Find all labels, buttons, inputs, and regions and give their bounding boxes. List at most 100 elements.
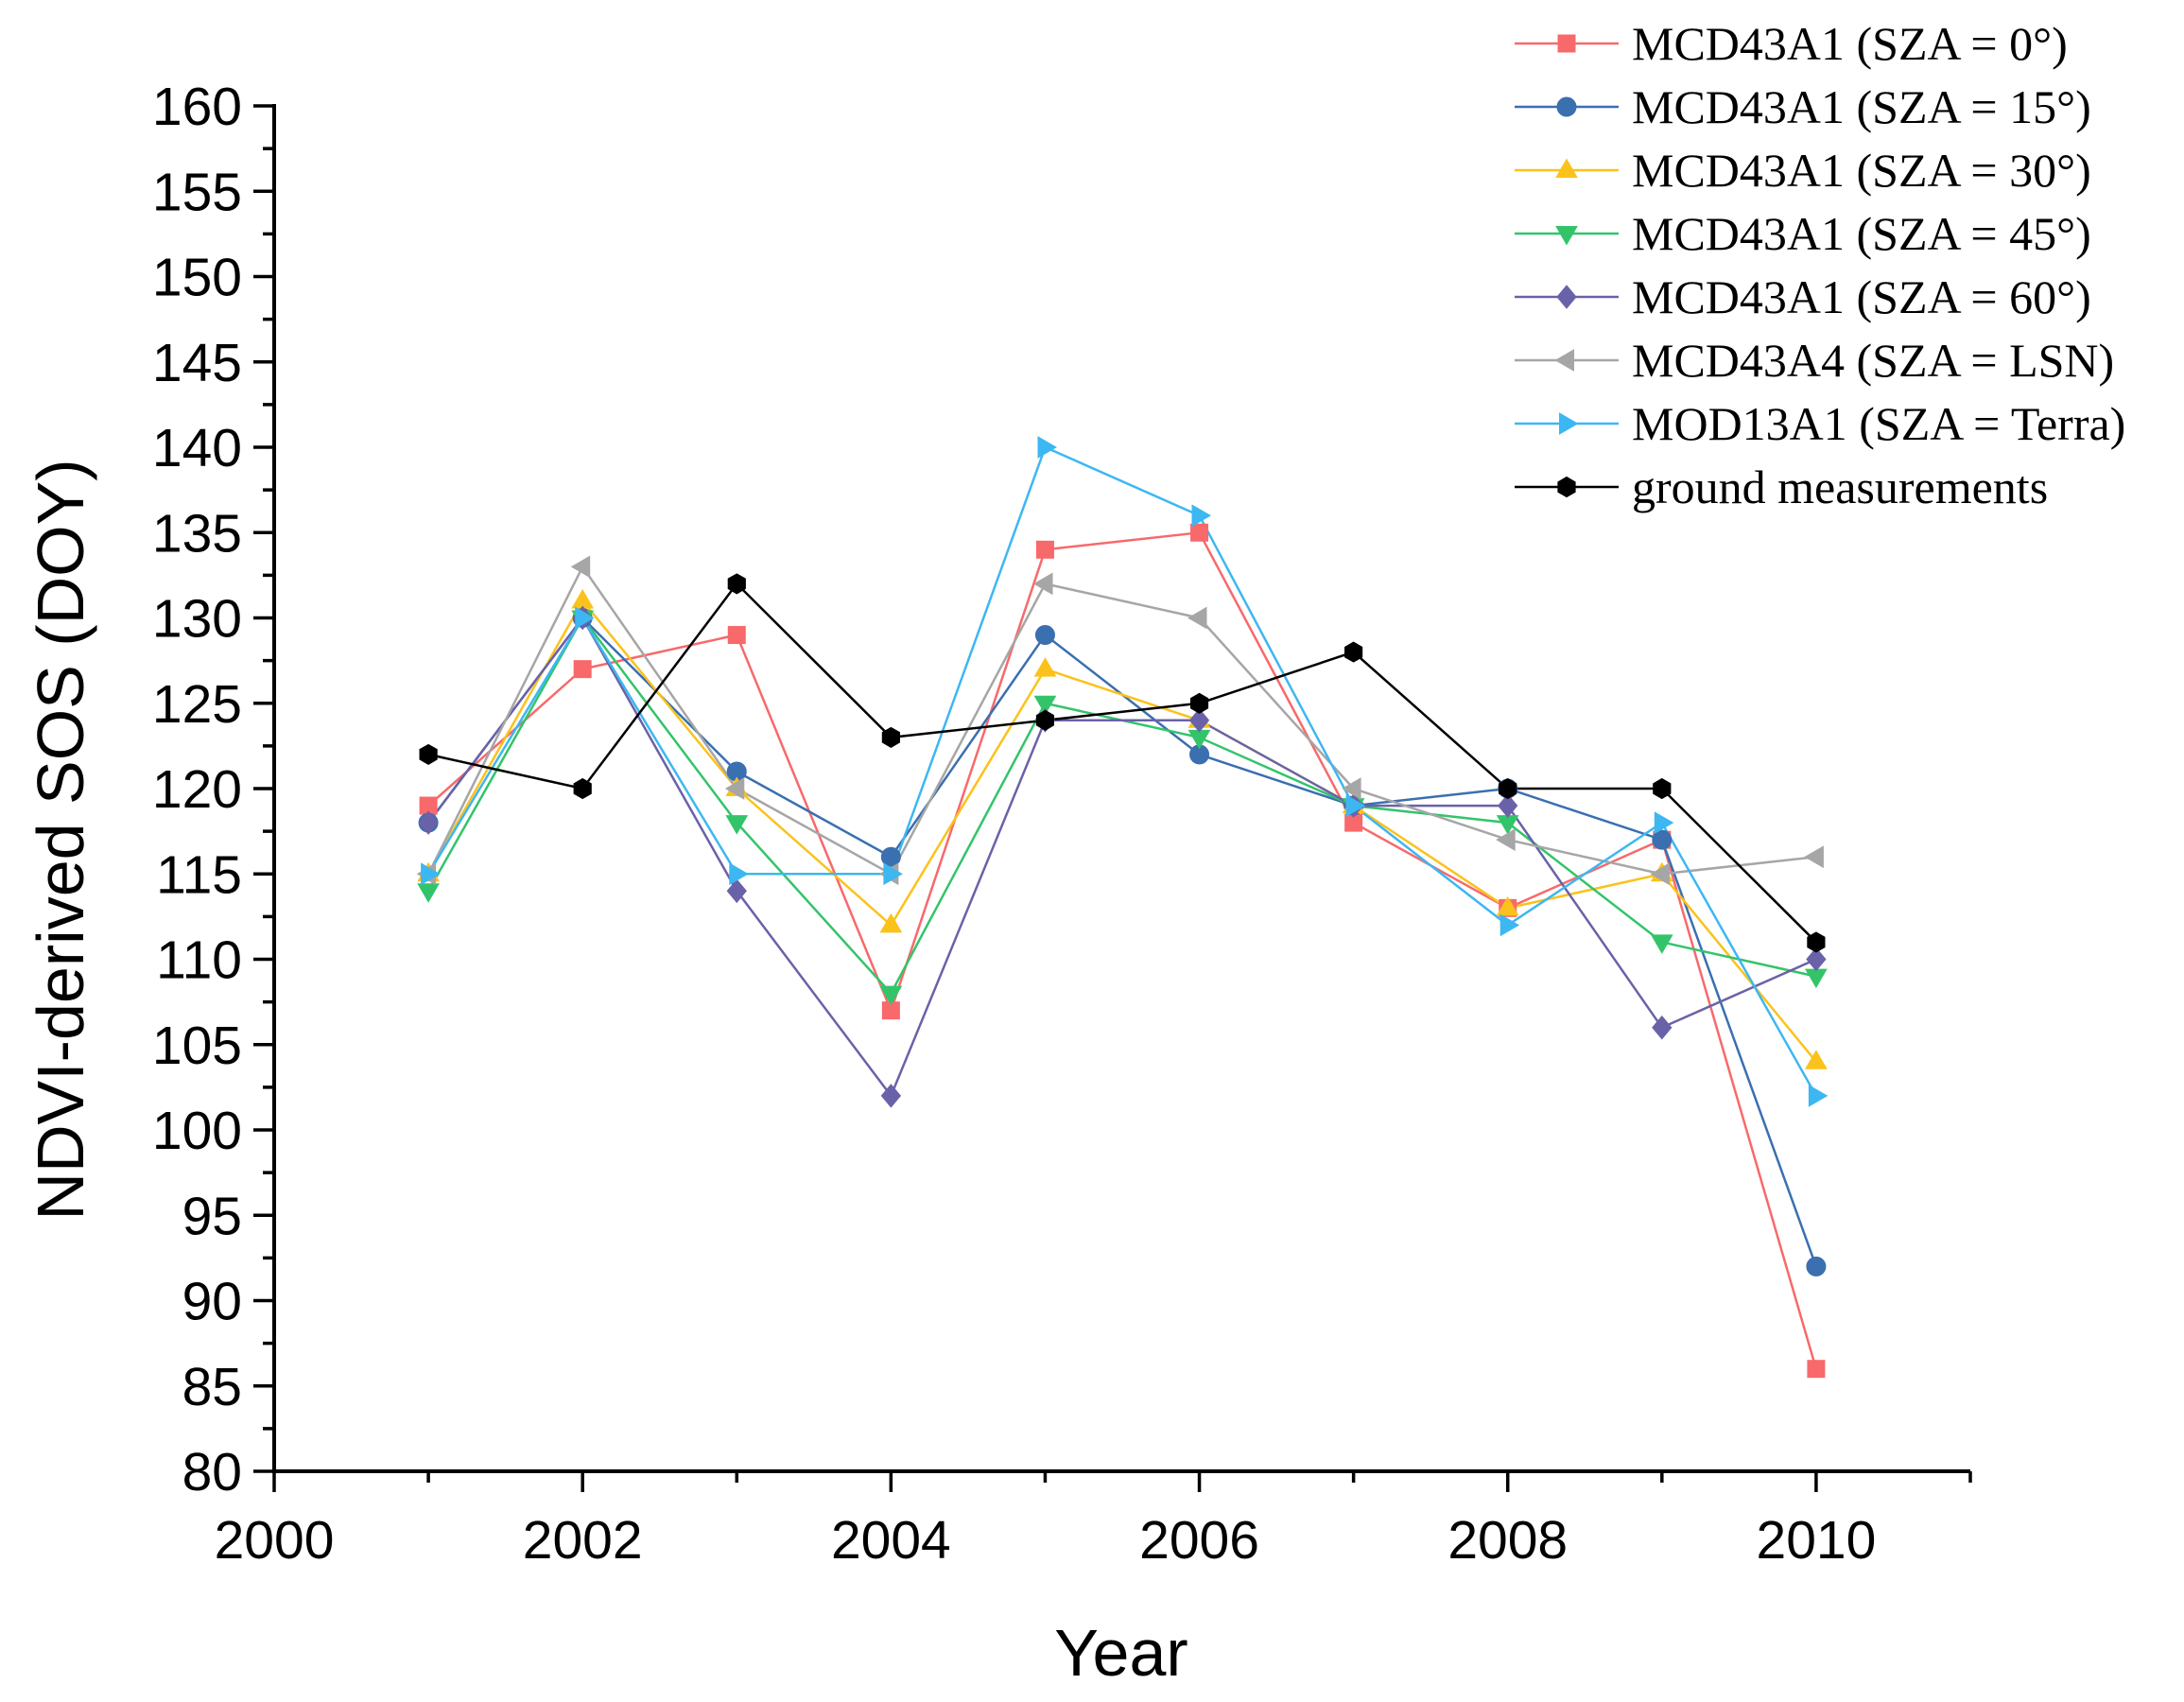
data-point-mod13a1-sza-terra-2001 bbox=[421, 862, 441, 886]
data-point-mod13a1-sza-terra-2006 bbox=[1191, 504, 1211, 528]
x-tick-label: 2004 bbox=[831, 1510, 951, 1571]
legend-marker bbox=[1554, 349, 1574, 372]
data-point-mod13a1-sza-terra-2010 bbox=[1808, 1085, 1829, 1107]
legend-label: ground measurements bbox=[1632, 460, 2048, 513]
series-points-mod13a1-sza-terra bbox=[421, 436, 1829, 1107]
data-point-mcd43a1-sza-45-2003 bbox=[725, 815, 749, 835]
y-tick-label: 145 bbox=[152, 333, 242, 393]
data-point-ground-measurements-2007 bbox=[1344, 641, 1363, 663]
legend-label: MCD43A1 (SZA = 15°) bbox=[1632, 80, 2091, 133]
data-point-mcd43a4-sza-lsn-2006 bbox=[1187, 606, 1207, 630]
data-point-ground-measurements-2003 bbox=[727, 573, 746, 595]
series-points-mcd43a1-sza-45 bbox=[417, 610, 1828, 1006]
series-line-mcd43a1-sza-30 bbox=[427, 599, 1817, 1063]
data-point-mcd43a1-sza-45-2001 bbox=[417, 883, 440, 903]
series-line-mcd43a4-sza-lsn bbox=[426, 564, 1817, 877]
data-point-mcd43a1-sza-15-2005 bbox=[1034, 625, 1055, 646]
data-point-mod13a1-sza-terra-2004 bbox=[883, 862, 903, 886]
data-point-mcd43a1-sza-15-2004 bbox=[880, 846, 901, 867]
legend-label: MCD43A4 (SZA = LSN) bbox=[1632, 334, 2114, 387]
y-tick-label: 125 bbox=[152, 674, 242, 735]
data-point-mcd43a1-sza-45-2006 bbox=[1187, 729, 1211, 750]
data-point-mod13a1-sza-terra-2007 bbox=[1345, 794, 1366, 817]
y-tick-label: 110 bbox=[156, 930, 242, 991]
series-line-mcd43a1-sza-60 bbox=[427, 616, 1817, 1099]
y-tick-label: 130 bbox=[152, 589, 242, 650]
series-lines bbox=[426, 445, 1818, 1370]
data-point-mcd43a1-sza-45-2005 bbox=[1033, 695, 1057, 716]
legend-label: MCD43A1 (SZA = 30°) bbox=[1632, 144, 2091, 197]
x-tick-label: 2010 bbox=[1757, 1510, 1877, 1571]
series-line-ground-measurements bbox=[427, 582, 1817, 944]
series-points-mcd43a1-sza-30 bbox=[417, 589, 1828, 1069]
axes: 80 85 90 95 100 105 110 115 120 125 130 135 140 145 15… bbox=[152, 77, 1972, 1571]
x-tick-label: 2000 bbox=[215, 1510, 335, 1571]
data-point-ground-measurements-2001 bbox=[419, 743, 438, 765]
legend-label: MOD13A1 (SZA = Terra) bbox=[1632, 397, 2125, 450]
data-point-mcd43a1-sza-45-2009 bbox=[1650, 934, 1673, 954]
data-point-ground-measurements-2004 bbox=[881, 726, 900, 748]
data-point-mcd43a1-sza-0-2010 bbox=[1807, 1360, 1826, 1379]
x-axis-title: Year bbox=[1054, 1616, 1187, 1690]
data-point-mcd43a4-sza-lsn-2002 bbox=[570, 555, 591, 579]
legend-marker bbox=[1557, 34, 1576, 53]
series-points-mcd43a1-sza-15 bbox=[418, 608, 1827, 1276]
y-axis-title: NDVI-derived SOS (DOY) bbox=[24, 459, 97, 1220]
data-point-ground-measurements-2002 bbox=[573, 777, 592, 800]
data-point-mcd43a1-sza-30-2008 bbox=[1496, 895, 1519, 916]
x-tick-label: 2002 bbox=[523, 1510, 643, 1571]
data-point-mcd43a1-sza-30-2005 bbox=[1033, 657, 1057, 677]
data-point-mod13a1-sza-terra-2005 bbox=[1037, 436, 1057, 459]
series-points-ground-measurements bbox=[419, 573, 1826, 953]
legend-entry-ground-measurements: ground measurements bbox=[1515, 460, 2048, 513]
data-point-mcd43a4-sza-lsn-2007 bbox=[1342, 777, 1361, 800]
x-tick-label: 2008 bbox=[1447, 1510, 1568, 1571]
series-line-mod13a1-sza-terra bbox=[427, 445, 1817, 1097]
data-point-mcd43a4-sza-lsn-2005 bbox=[1033, 572, 1053, 596]
legend-entry-mcd43a1-sza-45: MCD43A1 (SZA = 45°) bbox=[1515, 207, 2091, 260]
data-point-ground-measurements-2008 bbox=[1499, 777, 1517, 800]
data-point-mcd43a1-sza-60-2003 bbox=[726, 878, 747, 904]
data-point-mcd43a4-sza-lsn-2008 bbox=[1496, 828, 1516, 851]
y-tick-label: 160 bbox=[152, 77, 242, 137]
data-point-mcd43a1-sza-60-2006 bbox=[1188, 708, 1210, 733]
y-tick-label: 85 bbox=[182, 1357, 242, 1417]
legend-label: MCD43A1 (SZA = 45°) bbox=[1632, 207, 2091, 260]
data-point-ground-measurements-2006 bbox=[1190, 692, 1209, 714]
data-point-mcd43a1-sza-45-2004 bbox=[879, 985, 903, 1006]
data-point-mcd43a1-sza-60-2001 bbox=[418, 810, 439, 835]
series-line-mcd43a1-sza-45 bbox=[427, 616, 1817, 996]
series-markers bbox=[416, 436, 1829, 1379]
data-point-mcd43a1-sza-45-2010 bbox=[1805, 968, 1828, 989]
y-tick-label: 80 bbox=[182, 1442, 242, 1502]
data-point-mcd43a1-sza-30-2010 bbox=[1805, 1050, 1828, 1069]
y-tick-label: 155 bbox=[152, 162, 242, 222]
data-point-ground-measurements-2009 bbox=[1653, 777, 1672, 800]
data-point-mcd43a1-sza-15-2010 bbox=[1806, 1256, 1827, 1276]
data-point-mcd43a1-sza-15-2009 bbox=[1652, 829, 1673, 850]
x-tick-label: 2006 bbox=[1139, 1510, 1259, 1571]
y-tick-label: 135 bbox=[152, 503, 242, 564]
legend: MCD43A1 (SZA = 0°) MCD43A1 (SZA = 15°) MCD… bbox=[1515, 17, 2125, 513]
legend-marker bbox=[1559, 412, 1579, 435]
legend-marker bbox=[1556, 96, 1577, 117]
data-point-mcd43a1-sza-30-2002 bbox=[571, 589, 595, 609]
data-point-mcd43a1-sza-60-2009 bbox=[1652, 1015, 1673, 1040]
legend-entry-mod13a1-sza-terra: MOD13A1 (SZA = Terra) bbox=[1515, 397, 2125, 450]
y-tick-label: 115 bbox=[156, 844, 242, 905]
data-point-mcd43a1-sza-60-2004 bbox=[880, 1084, 902, 1108]
legend-label: MCD43A1 (SZA = 60°) bbox=[1632, 270, 2091, 323]
data-point-mcd43a1-sza-60-2008 bbox=[1498, 793, 1518, 818]
y-tick-label: 95 bbox=[182, 1186, 242, 1246]
data-point-mcd43a1-sza-0-2003 bbox=[727, 626, 746, 645]
data-point-mod13a1-sza-terra-2002 bbox=[575, 606, 595, 630]
legend-entry-mcd43a1-sza-15: MCD43A1 (SZA = 15°) bbox=[1515, 80, 2091, 133]
data-point-mcd43a1-sza-60-2010 bbox=[1806, 947, 1827, 972]
data-point-mcd43a4-sza-lsn-2003 bbox=[724, 777, 745, 800]
legend-marker bbox=[1555, 226, 1578, 246]
data-point-mod13a1-sza-terra-2003 bbox=[729, 862, 749, 886]
y-tick-label: 140 bbox=[152, 418, 242, 478]
legend-entry-mcd43a1-sza-0: MCD43A1 (SZA = 0°) bbox=[1515, 17, 2068, 70]
data-point-mcd43a4-sza-lsn-2010 bbox=[1804, 845, 1824, 869]
